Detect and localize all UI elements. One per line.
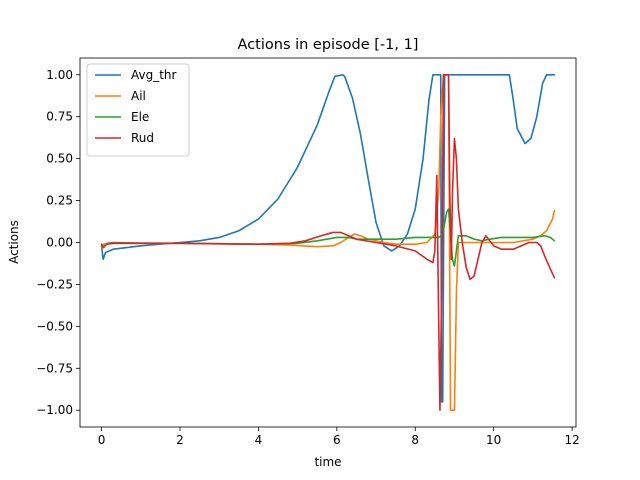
y-axis-label: Actions: [7, 220, 21, 264]
y-tick-label: 1.00: [46, 68, 73, 82]
series-line-avg-thr: [100, 73, 556, 403]
x-tick-label: 12: [564, 433, 579, 447]
legend-label-rud: Rud: [131, 131, 154, 145]
legend-label-ele: Ele: [131, 110, 149, 124]
y-tick-label: 0.00: [46, 236, 73, 250]
y-axis: −1.00 −0.75 −0.50 −0.25 0.00 0.25 0.50 0.75 1.00: [36, 68, 80, 417]
y-tick-label: −1.00: [36, 403, 73, 417]
legend-box: [86, 63, 190, 157]
chart-title: Actions in episode [-1, 1]: [238, 37, 419, 53]
x-tick-label: 4: [255, 433, 263, 447]
x-axis: 0 2 4 6 8 10 12: [98, 427, 580, 447]
plot-lines: [100, 73, 556, 412]
y-tick-label: 0.25: [46, 194, 73, 208]
y-tick-label: 0.50: [46, 152, 73, 166]
legend-label-ail: Ail: [131, 89, 146, 103]
y-tick-label: −0.25: [36, 277, 73, 291]
x-tick-label: 6: [333, 433, 341, 447]
legend-label-avg-thr: Avg_thr: [131, 68, 177, 82]
x-tick-label: 10: [486, 433, 501, 447]
x-tick-label: 8: [411, 433, 419, 447]
legend: Avg_thr Ail Ele Rud: [86, 63, 190, 157]
x-tick-label: 2: [176, 433, 184, 447]
series-line-rud: [100, 73, 556, 412]
x-tick-label: 0: [98, 433, 106, 447]
y-tick-label: 0.75: [46, 110, 73, 124]
x-axis-label: time: [314, 455, 341, 469]
y-tick-label: −0.75: [36, 361, 73, 375]
y-tick-label: −0.50: [36, 319, 73, 333]
